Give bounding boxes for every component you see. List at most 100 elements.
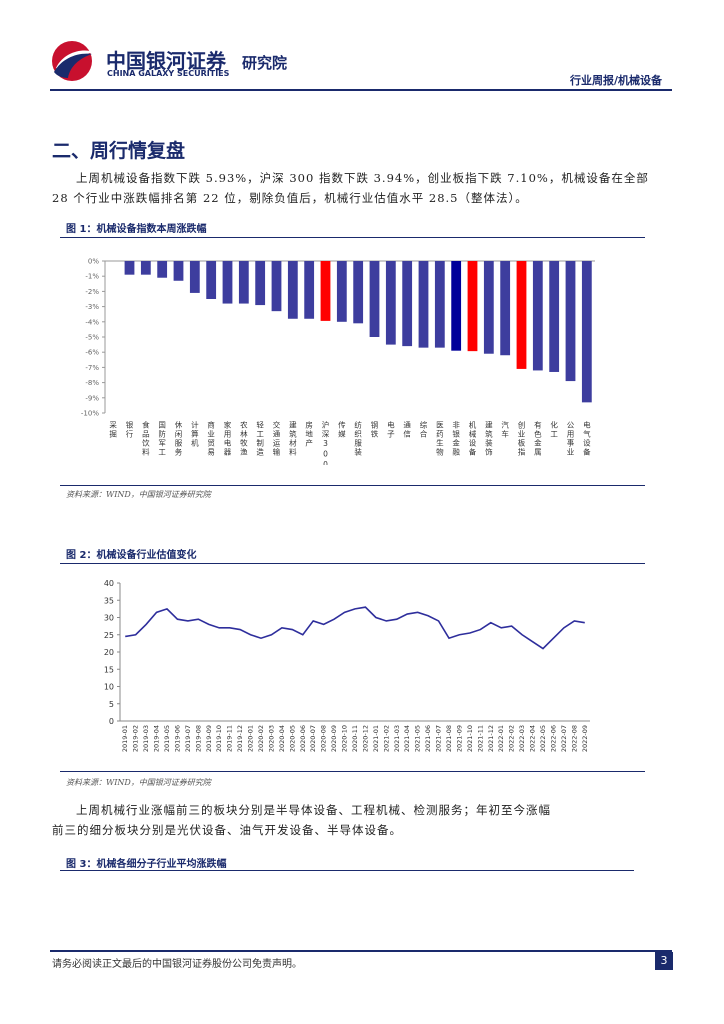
bar [385,261,396,345]
bar [189,261,200,293]
brand-cn: 中国银河证券 [106,49,226,73]
brand-en: CHINA GALAXY SECURITIES [107,69,230,78]
x-tick-label: 汽车 [500,420,509,439]
bar [532,261,543,371]
x-tick-label: 2020-02 [257,725,265,752]
bar [434,261,445,348]
x-tick-label: 2020-07 [309,725,317,752]
x-tick-label: 2019-05 [163,725,171,752]
x-tick-label: 2019-01 [121,725,129,752]
x-tick-label: 传媒 [337,420,346,439]
x-tick-label: 2021-12 [487,725,495,752]
x-tick-label: 机械设备 [468,420,477,457]
y-tick-label: -6% [85,349,99,357]
footer-rule [50,950,672,952]
x-tick-label: 2020-10 [341,725,349,752]
x-tick-label: 2021-09 [455,725,463,752]
figure-caption: 图 2：机械设备行业估值变化 [66,550,197,561]
x-tick-label: 2021-10 [466,725,474,752]
x-tick-label: 综合 [419,420,428,439]
y-tick-label: -2% [85,288,99,296]
x-tick-label: 国防军工 [157,421,166,457]
figure-caption: 图 1：机械设备指数本周涨跌幅 [66,224,207,235]
caption-rule [60,870,634,871]
x-tick-label: 2022-07 [560,725,568,752]
x-tick-label: 2020-04 [278,725,286,752]
caption-rule [60,563,645,564]
x-tick-label: 2021-01 [372,725,380,752]
x-tick-label: 2022-09 [581,725,589,752]
y-tick-label: -7% [85,364,99,372]
x-tick-label: 采掘 [108,420,117,439]
x-tick-label: 2020-01 [247,725,255,752]
x-tick-label: 建筑装饰 [484,420,493,457]
y-tick-label: -4% [85,318,99,326]
y-tick-label: 35 [104,596,114,605]
institute: 研究院 [242,54,288,72]
y-tick-label: -3% [85,303,99,311]
x-tick-label: 2021-11 [476,725,484,752]
y-tick-label: 5 [109,700,114,709]
bar [500,261,511,356]
x-tick-label: 钢铁 [370,420,379,439]
y-tick-label: -8% [85,379,99,387]
y-tick-label: 25 [104,631,114,640]
x-tick-label: 2019-10 [215,725,223,752]
bar [402,261,413,347]
x-tick-label: 2022-04 [529,725,537,752]
x-tick-label: 交通运输 [272,420,281,457]
x-tick-label: 2019-07 [184,725,192,752]
bar [549,261,560,372]
bar [222,261,233,304]
x-tick-label: 2020-06 [299,725,307,752]
x-tick-label: 电子 [386,420,395,439]
x-tick-label: 2020-03 [267,725,275,752]
bar [565,261,576,382]
bar [140,261,151,275]
bar [451,261,462,351]
y-tick-label: 10 [104,683,114,692]
bar [467,261,478,352]
x-tick-label: 电气设备 [582,420,591,457]
x-tick-label: 有色金属 [533,420,542,457]
section-title: 二、周行情复盘 [52,140,186,162]
x-tick-label: 2022-08 [570,725,578,752]
x-tick-label: 2021-02 [382,725,390,752]
paragraph: 上周机械设备指数下跌 5.93%，沪深 300 指数下跌 3.94%，创业板指下… [52,171,649,205]
figure-source: 资料来源：WIND，中国银河证券研究院 [66,778,211,787]
x-tick-label: 2021-07 [435,725,443,752]
figure-caption: 图 3：机械各细分子行业平均涨跌幅 [66,859,227,870]
x-tick-label: 2022-05 [539,725,547,752]
x-tick-label: 2022-06 [549,725,557,752]
x-tick-label: 银行 [125,421,134,439]
x-tick-label: 医药生物 [435,421,444,457]
bar [124,261,135,275]
x-tick-label: 2020-05 [288,725,296,752]
x-tick-label: 2019-06 [173,725,181,752]
bar [255,261,266,306]
x-tick-label: 2021-04 [403,725,411,752]
bar [516,261,527,369]
x-tick-label: 2019-09 [205,725,213,752]
bar [206,261,217,299]
line-series [125,606,585,650]
x-tick-label: 2019-04 [153,725,161,752]
x-tick-label: 2019-11 [226,725,234,752]
caption-rule [60,237,645,238]
x-tick-label: 化工 [549,420,558,439]
x-tick-label: 2022-01 [497,725,505,752]
bar-chart: 0% -1% -2% -3% -4% -5% -6% -7% -8% -9% -10% 采掘 银行 食品饮… [81,258,595,465]
x-tick-label: 2022-02 [508,725,516,752]
bar [483,261,494,354]
x-tick-label: 2021-05 [414,725,422,752]
x-tick-label: 计算机 [190,420,199,448]
figure-rule [60,485,645,486]
x-tick-label: 非银金融 [451,420,460,457]
x-tick-label: 2019-08 [194,725,202,752]
logo [52,41,94,81]
x-tick-label: 商业贸易 [206,420,215,457]
y-tick-label: 0% [88,258,99,266]
bar [581,261,592,403]
